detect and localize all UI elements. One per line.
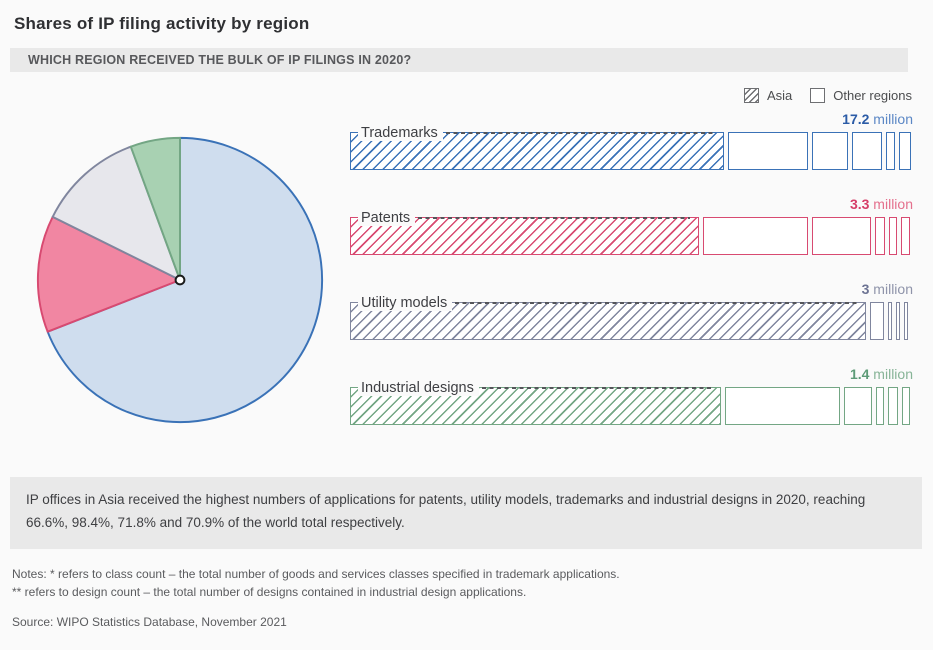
other-region-segment bbox=[725, 387, 840, 425]
other-region-segment bbox=[843, 387, 872, 425]
other-region-segment bbox=[703, 217, 808, 255]
legend-asia-label: Asia bbox=[766, 88, 793, 103]
bar-value: 3.3 million bbox=[850, 196, 913, 212]
pie-chart-container bbox=[10, 115, 350, 455]
bar-value-number: 3 bbox=[861, 281, 870, 297]
other-region-segment bbox=[901, 387, 911, 425]
bar-value-unit: million bbox=[869, 111, 913, 127]
asia-segment: Industrial designs bbox=[350, 380, 722, 425]
other-region-segment bbox=[895, 302, 901, 340]
notes-line-1: Notes: * refers to class count – the tot… bbox=[12, 566, 620, 581]
page-title: Shares of IP filing activity by region bbox=[14, 14, 310, 33]
pie-slice-patents bbox=[36, 215, 181, 333]
bar-label: Industrial designs bbox=[358, 380, 479, 396]
other-region-segment bbox=[812, 132, 849, 170]
other-region-segment bbox=[901, 217, 910, 255]
pie-chart bbox=[36, 136, 324, 424]
bar-row-patents: Patents 3.3 million bbox=[350, 196, 913, 285]
legend-item-other: Other regions bbox=[810, 88, 912, 103]
bar-value: 3 million bbox=[862, 281, 913, 297]
bar-track: Trademarks 17.2 million bbox=[350, 111, 913, 170]
notes: Notes: * refers to class count – the tot… bbox=[12, 565, 933, 602]
bar-track: Utility models 3 million bbox=[350, 281, 913, 340]
pie-slice-industrial-designs bbox=[129, 136, 181, 281]
asia-segment: Patents bbox=[350, 210, 700, 255]
bar-value: 1.4 million bbox=[850, 366, 913, 382]
bar-value: 17.2 million bbox=[842, 111, 913, 127]
bar-row-industrial-designs: Industrial designs 1.4 million bbox=[350, 366, 913, 455]
bar-value-unit: million bbox=[869, 281, 913, 297]
chart-area: Trademarks 17.2 million Patents 3.3 million… bbox=[0, 111, 933, 455]
label-leader-line bbox=[455, 302, 858, 304]
bar-track: Industrial designs 1.4 million bbox=[350, 366, 913, 425]
other-region-segment bbox=[852, 132, 883, 170]
other-region-segment bbox=[876, 387, 885, 425]
other-region-segment bbox=[727, 132, 809, 170]
other-region-segment bbox=[888, 217, 898, 255]
bar-label-bar: Trademarks bbox=[358, 122, 717, 144]
bar-row-utility-models: Utility models 3 million bbox=[350, 281, 913, 370]
legend-other-label: Other regions bbox=[833, 88, 912, 103]
subtitle-banner: WHICH REGION RECEIVED THE BULK OF IP FIL… bbox=[10, 48, 908, 72]
summary-text: IP offices in Asia received the highest … bbox=[10, 477, 922, 549]
bar-label: Trademarks bbox=[358, 125, 443, 141]
other-region-segment bbox=[870, 302, 884, 340]
bar-label-bar: Industrial designs bbox=[358, 377, 714, 399]
legend-item-asia: Asia bbox=[743, 88, 793, 103]
label-leader-line bbox=[481, 387, 713, 389]
other-region-segment bbox=[887, 302, 892, 340]
bar-label-bar: Utility models bbox=[358, 292, 859, 314]
source-text: Source: WIPO Statistics Database, Novemb… bbox=[12, 615, 287, 630]
bar-row-trademarks: Trademarks 17.2 million bbox=[350, 111, 913, 200]
bar-value-number: 1.4 bbox=[849, 366, 870, 382]
other-region-segment bbox=[875, 217, 885, 255]
bar-value-unit: million bbox=[869, 366, 913, 382]
asia-segment: Utility models bbox=[350, 295, 867, 340]
bar-label: Patents bbox=[358, 210, 416, 226]
label-leader-line bbox=[445, 132, 715, 134]
other-region-segment bbox=[904, 302, 909, 340]
label-leader-line bbox=[418, 217, 691, 219]
asia-segment: Trademarks bbox=[350, 125, 724, 170]
other-regions-swatch-icon bbox=[810, 88, 826, 103]
legend: Asia Other regions bbox=[0, 88, 912, 103]
asia-hatch-swatch-icon bbox=[743, 88, 759, 103]
bar-value-number: 17.2 bbox=[842, 111, 870, 127]
bar-label-bar: Patents bbox=[358, 207, 692, 229]
pie-center-dot bbox=[174, 274, 186, 286]
other-region-segment bbox=[899, 132, 911, 170]
other-region-segment bbox=[886, 132, 896, 170]
bar-value-unit: million bbox=[869, 196, 913, 212]
other-region-segment bbox=[888, 387, 898, 425]
bar-rows: Trademarks 17.2 million Patents 3.3 million… bbox=[350, 111, 913, 455]
other-region-segment bbox=[811, 217, 872, 255]
pie-slice-utility-models bbox=[51, 145, 181, 281]
bar-track: Patents 3.3 million bbox=[350, 196, 913, 255]
notes-line-2: ** refers to design count – the total nu… bbox=[12, 585, 527, 600]
bar-value-number: 3.3 bbox=[849, 196, 870, 212]
bar-label: Utility models bbox=[358, 295, 453, 311]
